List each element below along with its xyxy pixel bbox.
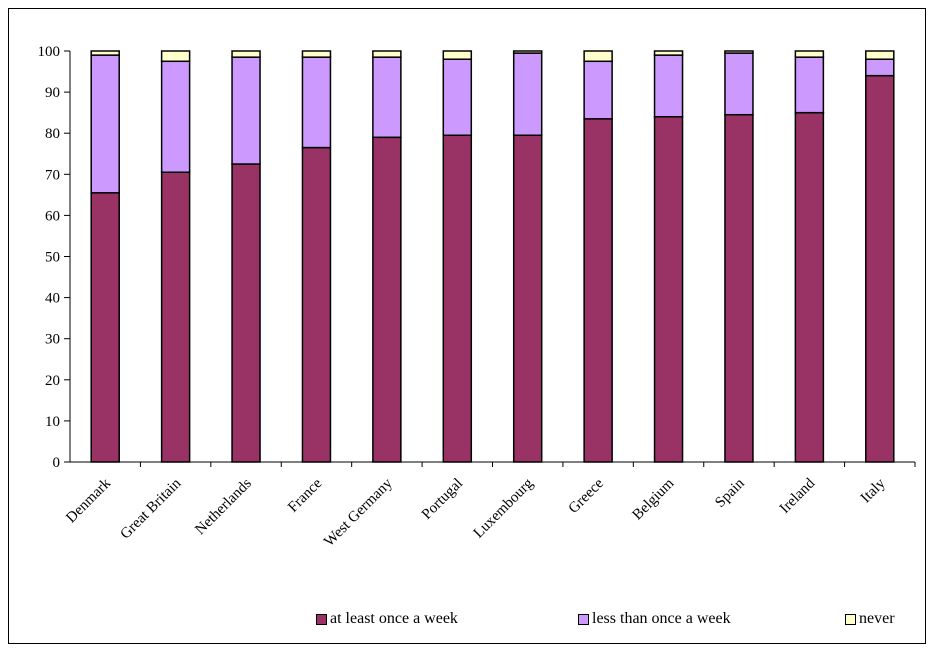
x-tick-label: Italy — [858, 475, 889, 506]
bar-segment-less-than-once — [90, 54, 120, 194]
legend-swatch-at-least-once — [316, 613, 327, 625]
bar-segment-at-least-once — [653, 116, 684, 463]
bar-segment-less-than-once — [372, 56, 402, 139]
legend-label-at-least-once: at least once a week — [330, 610, 458, 627]
y-tick-label: 70 — [45, 167, 60, 183]
x-tick-label: Netherlands — [192, 475, 255, 538]
bar-segment-less-than-once — [724, 52, 754, 116]
bar-segment-never — [583, 50, 613, 63]
x-tick-label: Portugal — [419, 476, 466, 523]
legend-swatch-never — [845, 613, 856, 625]
bar-segment-never — [512, 50, 543, 54]
bar-segment-less-than-once — [301, 56, 332, 149]
y-tick-label: 0 — [53, 455, 61, 471]
bar-segment-less-than-once — [160, 60, 191, 173]
legend-label-less-than-once: less than once a week — [592, 610, 731, 627]
x-tick-label: Ireland — [777, 475, 819, 517]
bar-segment-never — [301, 50, 332, 58]
legend-swatch-less-than-once — [578, 613, 589, 625]
x-tick-label: West Germany — [321, 475, 396, 550]
x-tick-label: Belgium — [630, 475, 678, 523]
bar-segment-less-than-once — [583, 60, 613, 120]
y-axis: 0 10 20 30 40 50 60 70 80 90 100 — [38, 44, 71, 471]
bar-segment-less-than-once — [794, 56, 825, 114]
bar-segment-never — [724, 50, 754, 54]
bar-segment-never — [372, 50, 402, 58]
x-axis: Denmark Great Britain Netherlands FranceWes… — [63, 461, 916, 550]
y-tick-label: 100 — [38, 44, 61, 60]
x-tick-label: Spain — [712, 475, 748, 511]
bar-segment-never — [865, 50, 895, 60]
bar-segment-at-least-once — [442, 134, 473, 463]
legend-item-less-than-once: less than once a week — [578, 610, 731, 628]
bar-segment-at-least-once — [583, 118, 613, 463]
bar-segment-less-than-once — [512, 52, 543, 137]
bar-segment-at-least-once — [865, 74, 895, 463]
bar-segment-at-least-once — [231, 163, 261, 463]
bar-segment-less-than-once — [653, 54, 684, 118]
bar-segment-less-than-once — [442, 58, 473, 137]
bar-segment-at-least-once — [512, 134, 543, 463]
y-tick-label: 10 — [45, 414, 60, 430]
bar-segment-at-least-once — [372, 136, 402, 463]
y-tick-label: 40 — [45, 291, 60, 307]
x-tick-label: Denmark — [63, 475, 114, 526]
bar-segment-at-least-once — [794, 111, 825, 463]
legend-item-at-least-once: at least once a week — [316, 610, 458, 628]
x-tick-label: Greece — [566, 475, 608, 517]
bar-segment-never — [90, 50, 120, 56]
legend-item-never: never — [845, 610, 895, 628]
bars — [90, 50, 895, 463]
legend: at least once a week less than once a we… — [0, 610, 933, 634]
bar-segment-at-least-once — [160, 171, 191, 463]
bar-segment-at-least-once — [724, 113, 754, 463]
bar-segment-at-least-once — [90, 192, 120, 463]
y-tick-label: 30 — [45, 332, 60, 348]
bar-segment-at-least-once — [301, 146, 332, 463]
y-tick-label: 20 — [45, 373, 60, 389]
bar-segment-less-than-once — [231, 56, 261, 165]
bar-segment-never — [231, 50, 261, 58]
x-tick-label: Great Britain — [117, 475, 184, 542]
y-tick-label: 60 — [45, 208, 60, 224]
x-tick-label: Luxembourg — [471, 475, 537, 541]
legend-label-never: never — [859, 610, 895, 627]
bar-segment-never — [160, 50, 191, 63]
x-tick-label: France — [285, 475, 325, 515]
bar-segment-less-than-once — [865, 58, 895, 77]
bar-segment-never — [442, 50, 473, 60]
y-tick-label: 50 — [45, 250, 60, 266]
y-tick-label: 80 — [45, 126, 60, 142]
bar-segment-never — [794, 50, 825, 58]
y-tick-label: 90 — [45, 85, 60, 101]
bar-segment-never — [653, 50, 684, 56]
